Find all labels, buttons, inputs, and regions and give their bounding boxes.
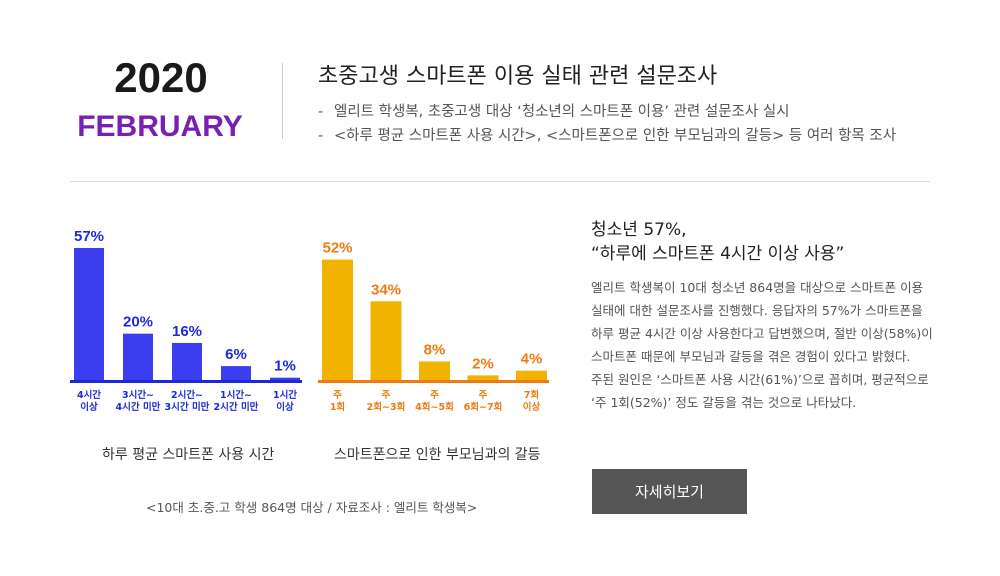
summary-text: 엘리트 학생복, 초중고생 대상 ‘청소년의 스마트폰 이용’ 관련 설문조사 … <box>334 104 790 120</box>
bar-value-label: 34% <box>371 281 401 298</box>
chart-conflict-title: 스마트폰으로 인한 부모님과의 갈등 <box>334 447 541 463</box>
category-label: 6회~7회 <box>464 401 503 413</box>
category-label: 1시간~ <box>220 389 252 401</box>
headline-line: 청소년 57%, <box>591 220 687 240</box>
year: 2020 <box>114 54 208 101</box>
bar <box>172 342 202 380</box>
bar <box>123 333 153 380</box>
body-line: 실태에 대한 설문조사를 진행했다. 응답자의 57%가 스마트폰을 <box>591 303 923 318</box>
category-label: 2시간~ <box>171 389 203 401</box>
survey-summary-list: - 엘리트 학생복, 초중고생 대상 ‘청소년의 스마트폰 이용’ 관련 설문조사… <box>318 100 896 148</box>
headline-line: “하루에 스마트폰 4시간 이상 사용” <box>591 244 845 264</box>
category-label: 주 <box>382 390 391 401</box>
category-label: 이상 <box>523 401 541 413</box>
chart-usage-time-title: 하루 평균 스마트폰 사용 시간 <box>102 447 275 463</box>
bar-value-label: 57% <box>74 228 104 245</box>
bar <box>419 361 450 380</box>
body-line: ‘주 1회(52%)’ 정도 갈등을 겪는 것으로 나타났다. <box>591 395 857 410</box>
bar <box>516 370 547 380</box>
body-line: 엘리트 학생복이 10대 청소년 864명을 대상으로 스마트폰 이용 <box>591 280 924 295</box>
category-label: 2시간 미만 <box>214 401 259 413</box>
category-label: 이상 <box>276 401 294 413</box>
article-body: 엘리트 학생복이 10대 청소년 864명을 대상으로 스마트폰 이용 실태에 … <box>591 276 936 414</box>
category-label: 4회~5회 <box>415 401 454 413</box>
body-line: 스마트폰 때문에 부모님과 갈등을 겪은 경험이 있다고 밝혔다. <box>591 349 911 364</box>
bar <box>370 301 402 380</box>
summary-text: <하루 평균 스마트폰 사용 시간>, <스마트폰으로 인한 부모님과의 갈등>… <box>334 128 897 144</box>
bar-value-label: 20% <box>123 314 153 331</box>
category-label: 주 <box>479 390 488 401</box>
bar <box>322 259 353 380</box>
category-label: 주 <box>430 390 439 401</box>
category-label: 1회 <box>330 401 345 413</box>
category-label: 주 <box>333 390 342 401</box>
x-axis-line <box>70 380 302 383</box>
body-line: 주된 원인은 ‘스마트폰 사용 시간(61%)’으로 꼽히며, 평균적으로 <box>591 372 929 387</box>
category-label: 4시간 미만 <box>116 401 161 413</box>
view-more-button[interactable]: 자세히보기 <box>592 469 747 514</box>
summary-item: - 엘리트 학생복, 초중고생 대상 ‘청소년의 스마트폰 이용’ 관련 설문조사… <box>318 100 896 124</box>
summary-item: - <하루 평균 스마트폰 사용 시간>, <스마트폰으로 인한 부모님과의 갈등… <box>318 124 896 148</box>
section-divider <box>70 181 930 182</box>
bar-value-label: 52% <box>322 240 352 257</box>
bar-value-label: 8% <box>424 341 446 358</box>
data-source: <10대 초.중.고 학생 864명 대상 / 자료조사 : 엘리트 학생복> <box>146 500 478 515</box>
article-headline: 청소년 57%, “하루에 스마트폰 4시간 이상 사용” <box>591 218 844 266</box>
bar-value-label: 16% <box>172 323 202 340</box>
survey-title: 초중고생 스마트폰 이용 실태 관련 설문조사 <box>318 64 718 89</box>
bullet-marker: - <box>318 128 324 144</box>
header-divider <box>282 63 283 139</box>
bar <box>221 366 251 380</box>
bar-value-label: 6% <box>225 346 247 363</box>
x-axis-line <box>318 380 549 383</box>
bar <box>467 375 499 380</box>
bar-value-label: 4% <box>521 351 543 368</box>
category-label: 3시간~ <box>122 389 154 401</box>
category-label: 2회~3회 <box>367 401 406 413</box>
category-label: 1시간 <box>273 389 297 401</box>
bar-value-label: 2% <box>472 355 494 372</box>
bar-value-label: 1% <box>274 358 296 375</box>
bar <box>74 248 104 380</box>
month: FEBRUARY <box>77 110 243 143</box>
category-label: 3시간 미만 <box>165 401 210 413</box>
body-line: 하루 평균 4시간 이상 사용한다고 답변했으며, 절반 이상(58%)이 <box>591 326 933 341</box>
bar <box>270 377 300 380</box>
category-label: 7회 <box>524 389 539 401</box>
bullet-marker: - <box>318 104 324 120</box>
category-label: 이상 <box>80 401 98 413</box>
category-label: 4시간 <box>77 389 101 401</box>
